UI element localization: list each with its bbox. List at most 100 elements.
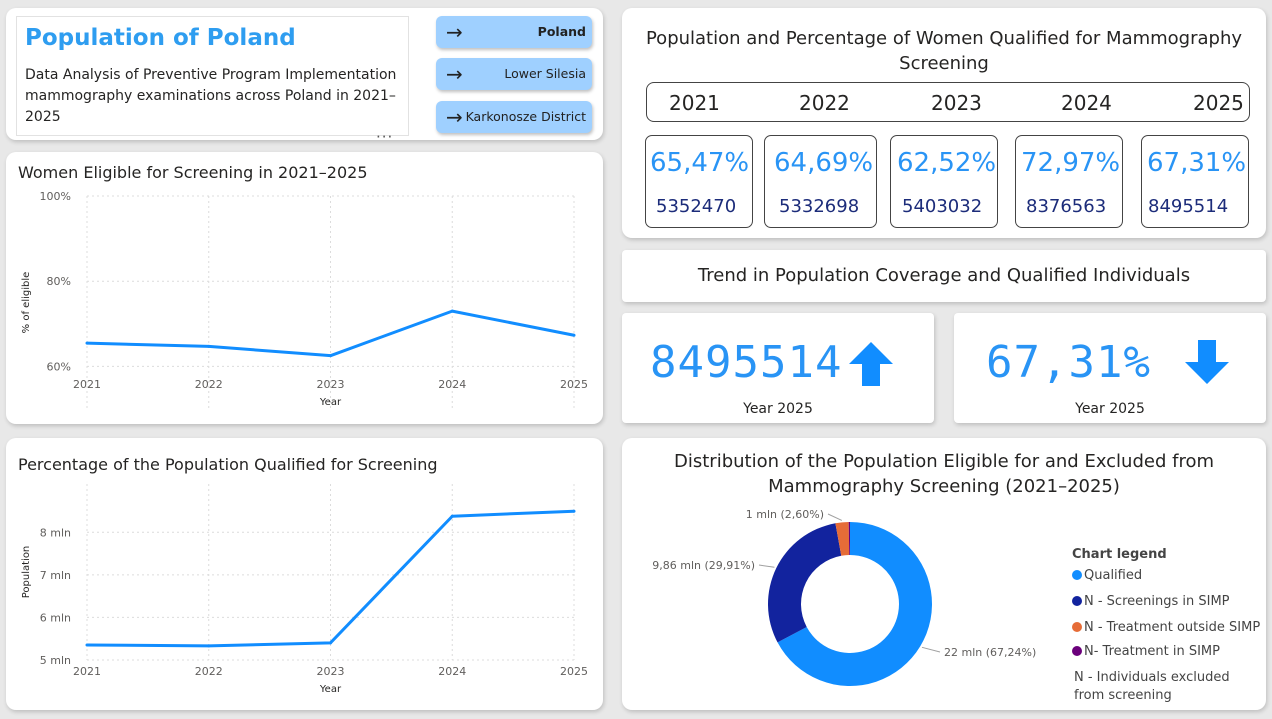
year-label: 2022 xyxy=(799,91,850,115)
qualified-chart-card: Percentage of the Population Qualified f… xyxy=(6,438,603,710)
legend-item-treatment-in-simp[interactable]: N- Treatment in SIMP xyxy=(1072,644,1220,659)
x-tick-label: 2023 xyxy=(317,378,345,391)
y-tick-label: 8 mln xyxy=(40,526,71,539)
kpi-count: 5403032 xyxy=(902,196,983,217)
leader-line xyxy=(827,513,843,521)
data-point xyxy=(450,514,454,518)
title-card: Population of Poland Data Analysis of Pr… xyxy=(6,8,603,140)
x-tick-label: 2021 xyxy=(73,665,101,678)
data-label: 22 mln (67,24%) xyxy=(944,646,1036,659)
page-subtitle: Data Analysis of Preventive Program Impl… xyxy=(25,67,397,125)
arrow-down-icon xyxy=(1185,340,1229,384)
leader-line xyxy=(921,646,941,653)
x-tick-label: 2024 xyxy=(438,665,466,678)
data-label: 1 mln (2,60%) xyxy=(746,508,824,521)
legend-item-screenings-simp[interactable]: N - Screenings in SIMP xyxy=(1072,594,1230,609)
population-kpi-caption: Year 2025 xyxy=(743,401,813,417)
y-tick-label: 7 mln xyxy=(40,569,71,582)
kpi-count: 8376563 xyxy=(1026,196,1107,217)
kpi-box-2023: 62,52% 5403032 xyxy=(890,135,998,228)
data-point xyxy=(85,341,89,345)
nav-button-karkonosze-district[interactable]: → Karkonosze District xyxy=(436,101,592,133)
data-point xyxy=(85,643,89,647)
nav-button-label: Lower Silesia xyxy=(504,66,586,81)
donut-slice xyxy=(848,522,850,556)
percentage-kpi-value: 67,31% xyxy=(986,337,1151,388)
percentage-kpi-card: 67,31% Year 2025 xyxy=(954,313,1266,423)
legend-dot-icon xyxy=(1072,570,1082,580)
data-point xyxy=(207,644,211,648)
more-options-icon[interactable]: ··· xyxy=(376,128,394,146)
kpi-percentage: 64,69% xyxy=(774,148,874,178)
arrow-right-icon: → xyxy=(446,62,463,86)
data-point xyxy=(572,333,576,337)
x-tick-label: 2025 xyxy=(560,378,588,391)
year-label: 2021 xyxy=(669,91,720,115)
x-tick-label: 2022 xyxy=(195,665,223,678)
data-point xyxy=(450,309,454,313)
kpi-table-card: Population and Percentage of Women Quali… xyxy=(622,8,1266,238)
year-header: 2021 2022 2023 2024 2025 xyxy=(646,82,1250,122)
x-tick-label: 2023 xyxy=(317,665,345,678)
legend-label: N- Treatment in SIMP xyxy=(1084,644,1220,659)
nav-button-label: Karkonosze District xyxy=(465,109,586,124)
y-tick-label: 6 mln xyxy=(40,611,71,624)
legend-item-treatment-outside-simp[interactable]: N - Treatment outside SIMP xyxy=(1072,620,1260,635)
year-label: 2023 xyxy=(931,91,982,115)
page-title: Population of Poland xyxy=(25,25,296,51)
legend-dot-icon xyxy=(1072,646,1082,656)
distribution-chart-card: Distribution of the Population Eligible … xyxy=(622,438,1266,710)
kpi-box-2022: 64,69% 5332698 xyxy=(764,135,877,228)
kpi-box-2021: 65,47% 5352470 xyxy=(645,135,753,228)
legend-label: N - Screenings in SIMP xyxy=(1084,594,1230,609)
population-kpi-card: 8495514 Year 2025 xyxy=(622,313,934,423)
eligible-line-chart: 100% 80% 60%2021 2022 2023 2024 2025 Year % of e… xyxy=(21,190,588,409)
data-point xyxy=(207,344,211,348)
x-tick-label: 2024 xyxy=(438,378,466,391)
nav-button-poland[interactable]: → Poland xyxy=(436,16,592,48)
year-label: 2025 xyxy=(1193,91,1244,115)
kpi-table-title: Population and Percentage of Women Quali… xyxy=(645,28,1243,74)
nav-button-lower-silesia[interactable]: → Lower Silesia xyxy=(436,58,592,90)
kpi-count: 5352470 xyxy=(656,196,737,217)
title-box: Population of Poland Data Analysis of Pr… xyxy=(16,16,409,136)
kpi-box-2024: 72,97% 8376563 xyxy=(1015,135,1123,228)
kpi-count: 8495514 xyxy=(1148,196,1229,217)
leader-line xyxy=(758,564,775,568)
population-kpi-value: 8495514 xyxy=(650,337,843,388)
kpi-percentage: 67,31% xyxy=(1147,148,1247,178)
chart-title: Percentage of the Population Qualified f… xyxy=(18,455,438,474)
legend-dot-icon xyxy=(1072,596,1082,606)
legend-item-qualified[interactable]: Qualified xyxy=(1072,568,1142,583)
y-tick-label: 5 mln xyxy=(40,654,71,667)
legend-dot-icon xyxy=(1072,622,1082,632)
x-tick-label: 2025 xyxy=(560,665,588,678)
percentage-kpi-caption: Year 2025 xyxy=(1075,401,1145,417)
x-tick-label: 2022 xyxy=(195,378,223,391)
year-label: 2024 xyxy=(1061,91,1112,115)
donut-slice xyxy=(835,522,850,556)
eligible-chart-card: Women Eligible for Screening in 2021–202… xyxy=(6,152,603,424)
y-tick-label: 80% xyxy=(47,275,71,288)
y-axis-title: Population xyxy=(21,546,32,599)
arrow-up-icon xyxy=(849,342,893,386)
donut-slice xyxy=(768,523,842,643)
data-point xyxy=(329,641,332,645)
chart-title: Women Eligible for Screening in 2021–202… xyxy=(18,163,368,182)
trend-title: Trend in Population Coverage and Qualifi… xyxy=(697,265,1191,286)
chart-title: Distribution of the Population Eligible … xyxy=(674,451,1214,497)
data-point xyxy=(572,509,576,513)
trend-banner: Trend in Population Coverage and Qualifi… xyxy=(622,250,1266,302)
kpi-percentage: 62,52% xyxy=(897,148,997,178)
kpi-box-2025: 67,31% 8495514 xyxy=(1141,135,1249,228)
legend-note: N - Individuals excluded from screening xyxy=(1074,670,1230,703)
y-tick-label: 100% xyxy=(40,190,71,203)
y-axis-title: % of eligible xyxy=(21,272,32,334)
x-tick-label: 2021 xyxy=(73,378,101,391)
data-point xyxy=(329,354,332,358)
legend-label: Qualified xyxy=(1084,568,1143,583)
data-label: 9,86 mln (29,91%) xyxy=(652,559,755,572)
nav-button-label: Poland xyxy=(537,24,586,39)
distribution-donut-chart: 22 mln (67,24%) 9,86 mln (29,91%) 1 mln (2… xyxy=(652,508,1036,686)
